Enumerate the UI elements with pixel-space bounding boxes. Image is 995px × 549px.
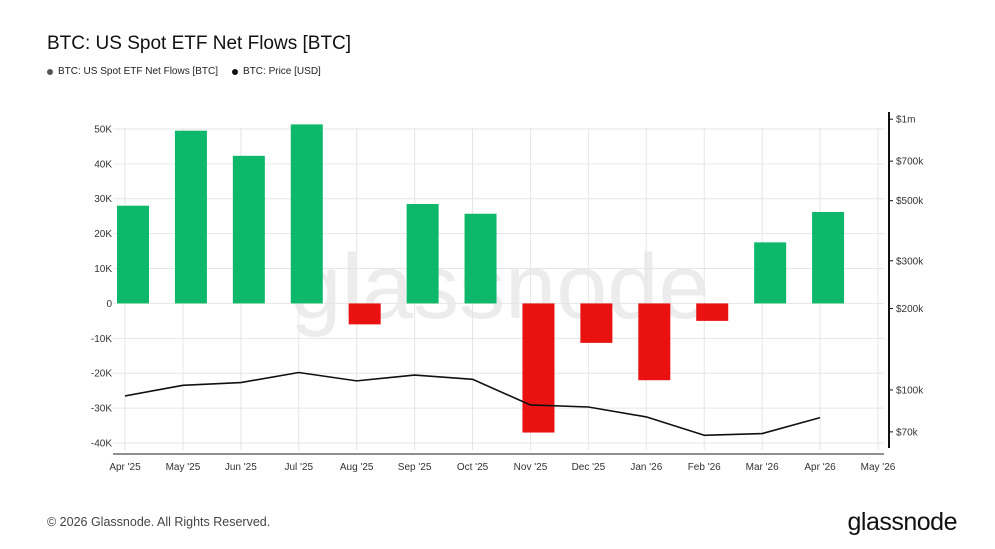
legend-swatch-net-flows — [47, 68, 53, 75]
x-tick-label: Apr '25 — [109, 462, 141, 473]
y2-tick-label: $700k — [896, 157, 924, 168]
bar-outflow — [696, 303, 729, 321]
x-tick-label: Dec '25 — [572, 462, 606, 473]
legend-label-price: BTC: Price [USD] — [243, 66, 321, 77]
y-tick-label: 10K — [94, 264, 112, 275]
y2-tick-label: $100k — [896, 385, 924, 396]
bar-inflow — [812, 211, 845, 304]
y-tick-label: 50K — [94, 124, 112, 135]
legend-item-price[interactable]: BTC: Price [USD] — [232, 66, 321, 77]
y-tick-label: -20K — [91, 369, 112, 380]
y-tick-label: -40K — [91, 439, 112, 450]
bar-outflow — [348, 303, 381, 325]
bar-inflow — [290, 124, 323, 304]
bar-inflow — [464, 213, 497, 304]
legend-item-net-flows[interactable]: BTC: US Spot ETF Net Flows [BTC] — [47, 66, 218, 77]
x-tick-label: Jul '25 — [284, 462, 313, 473]
bar-inflow — [406, 203, 439, 304]
y2-tick-label: $70k — [896, 427, 919, 438]
chart-legend: BTC: US Spot ETF Net Flows [BTC] BTC: Pr… — [47, 66, 321, 77]
y-tick-label: -30K — [91, 404, 112, 415]
x-tick-label: Feb '26 — [688, 462, 721, 473]
chart-title: BTC: US Spot ETF Net Flows [BTC] — [47, 33, 352, 54]
bar-inflow — [232, 155, 265, 304]
y2-tick-label: $1m — [896, 115, 915, 126]
bar-inflow — [754, 242, 787, 304]
x-tick-label: Aug '25 — [340, 462, 374, 473]
legend-label-net-flows: BTC: US Spot ETF Net Flows [BTC] — [58, 66, 219, 77]
x-tick-label: Mar '26 — [746, 462, 779, 473]
bar-outflow — [522, 303, 555, 433]
y-tick-label: -10K — [91, 334, 112, 345]
x-tick-label: Nov '25 — [514, 462, 548, 473]
x-tick-label: Sep '25 — [398, 462, 432, 473]
y-tick-label: 40K — [94, 159, 112, 170]
bar-inflow — [117, 205, 149, 304]
y2-tick-label: $200k — [896, 304, 924, 315]
legend-swatch-price — [232, 68, 239, 75]
price-line — [124, 371, 821, 437]
bar-outflow — [638, 303, 671, 381]
y-tick-label: 0 — [106, 299, 112, 310]
x-tick-label: Apr '26 — [804, 462, 836, 473]
bar-outflow — [580, 303, 613, 343]
brand-logo: glassnode — [847, 508, 958, 536]
copyright-text: © 2026 Glassnode. All Rights Reserved. — [47, 515, 271, 529]
y2-tick-label: $500k — [896, 196, 924, 207]
x-tick-label: May '26 — [861, 462, 896, 473]
y-tick-label: 20K — [94, 229, 112, 240]
x-tick-label: Jun '25 — [225, 462, 257, 473]
x-tick-label: Jan '26 — [630, 462, 662, 473]
y2-tick-label: $300k — [896, 256, 924, 267]
bar-inflow — [174, 130, 207, 304]
x-tick-label: May '25 — [166, 462, 201, 473]
y-tick-label: 30K — [94, 194, 112, 205]
x-tick-label: Oct '25 — [457, 462, 489, 473]
